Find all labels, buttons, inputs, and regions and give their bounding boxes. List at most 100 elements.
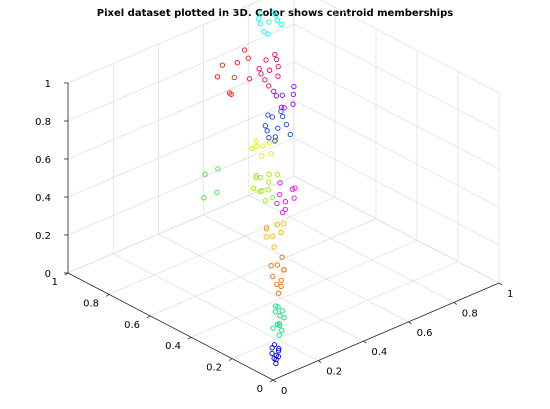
data-point bbox=[256, 66, 262, 72]
data-point bbox=[273, 93, 280, 99]
data-point bbox=[275, 290, 282, 296]
data-point bbox=[291, 195, 297, 201]
data-point bbox=[269, 194, 276, 201]
data-point bbox=[280, 113, 286, 120]
grid-line bbox=[67, 175, 295, 274]
data-point bbox=[234, 60, 241, 66]
y-tick-mark bbox=[269, 379, 274, 383]
x-tick-label: 0 bbox=[281, 386, 287, 397]
data-point bbox=[287, 131, 293, 138]
data-point bbox=[283, 121, 290, 128]
data-point bbox=[263, 226, 270, 232]
grid-line bbox=[158, 233, 364, 342]
grid-line bbox=[67, 23, 295, 122]
data-point bbox=[282, 206, 288, 213]
data-point bbox=[266, 67, 273, 73]
data-point bbox=[261, 29, 267, 35]
z-tick-label: 0.2 bbox=[35, 231, 51, 242]
data-point bbox=[258, 11, 264, 17]
grid-line bbox=[320, 0, 500, 94]
y-tick-mark bbox=[105, 294, 110, 297]
data-point bbox=[268, 151, 274, 157]
data-point bbox=[263, 57, 269, 63]
data-point bbox=[202, 171, 208, 177]
data-point bbox=[269, 114, 275, 120]
grid-line bbox=[293, 99, 500, 208]
data-point bbox=[279, 21, 285, 27]
data-point bbox=[201, 195, 207, 201]
data-point bbox=[272, 309, 279, 315]
data-point bbox=[268, 263, 274, 269]
data-point bbox=[274, 281, 280, 288]
data-point bbox=[228, 91, 234, 97]
grid-line bbox=[293, 137, 500, 246]
data-point bbox=[278, 283, 284, 290]
data-point bbox=[274, 262, 281, 268]
data-point bbox=[291, 83, 297, 90]
x-tick-label: 0.4 bbox=[371, 347, 387, 358]
y-tick-label: 0.6 bbox=[124, 320, 140, 331]
data-point bbox=[290, 91, 297, 98]
data-points bbox=[201, 9, 298, 367]
x-tick-mark bbox=[498, 282, 503, 286]
x-tick-label: 1 bbox=[507, 289, 513, 300]
data-point bbox=[253, 172, 260, 179]
data-point bbox=[277, 313, 283, 319]
grid-line bbox=[293, 23, 500, 132]
data-point bbox=[253, 143, 260, 150]
data-point bbox=[241, 47, 248, 53]
grid-line bbox=[203, 214, 409, 323]
y-tick-mark bbox=[187, 336, 192, 340]
data-point bbox=[253, 175, 259, 181]
data-point bbox=[289, 186, 296, 192]
data-point bbox=[276, 191, 283, 198]
data-point bbox=[270, 273, 276, 280]
data-point bbox=[275, 348, 282, 354]
data-point bbox=[270, 325, 276, 331]
grid-line bbox=[248, 195, 454, 303]
data-point bbox=[246, 76, 253, 82]
data-point bbox=[278, 229, 284, 236]
axes bbox=[64, 82, 503, 383]
data-point bbox=[269, 233, 276, 239]
data-point bbox=[263, 224, 270, 230]
data-point bbox=[274, 321, 281, 328]
y-tick-label: 0.2 bbox=[206, 363, 222, 374]
data-point bbox=[273, 360, 279, 367]
z-tick-label: 0.6 bbox=[35, 155, 51, 166]
data-point bbox=[275, 304, 281, 310]
data-point bbox=[253, 138, 259, 144]
data-point bbox=[273, 137, 279, 143]
y-tick-label: 1 bbox=[52, 277, 58, 288]
data-point bbox=[273, 56, 280, 63]
grid-line bbox=[293, 61, 500, 170]
data-point bbox=[265, 112, 271, 118]
y-tick-mark bbox=[146, 315, 151, 319]
data-point bbox=[259, 153, 265, 159]
data-point bbox=[249, 145, 255, 152]
data-point bbox=[281, 267, 287, 273]
x-tick-label: 0.2 bbox=[326, 367, 342, 378]
data-point bbox=[280, 221, 287, 227]
data-point bbox=[266, 19, 272, 25]
y-tick-mark bbox=[228, 358, 233, 361]
data-point bbox=[274, 17, 281, 24]
data-point bbox=[278, 277, 284, 284]
x-tick-mark bbox=[317, 360, 322, 363]
data-point bbox=[250, 185, 257, 192]
x-axis-line bbox=[272, 282, 500, 381]
data-point bbox=[275, 353, 282, 360]
data-point bbox=[276, 332, 282, 338]
data-point bbox=[272, 51, 278, 58]
data-point bbox=[271, 88, 277, 94]
z-tick-label: 1 bbox=[45, 79, 51, 90]
data-point bbox=[279, 254, 285, 260]
data-point bbox=[269, 345, 275, 351]
data-point bbox=[279, 209, 286, 216]
x-tick-label: 0.6 bbox=[417, 328, 433, 339]
data-point bbox=[259, 143, 266, 149]
data-point bbox=[269, 350, 275, 357]
data-point bbox=[281, 315, 287, 321]
data-point bbox=[266, 83, 272, 89]
